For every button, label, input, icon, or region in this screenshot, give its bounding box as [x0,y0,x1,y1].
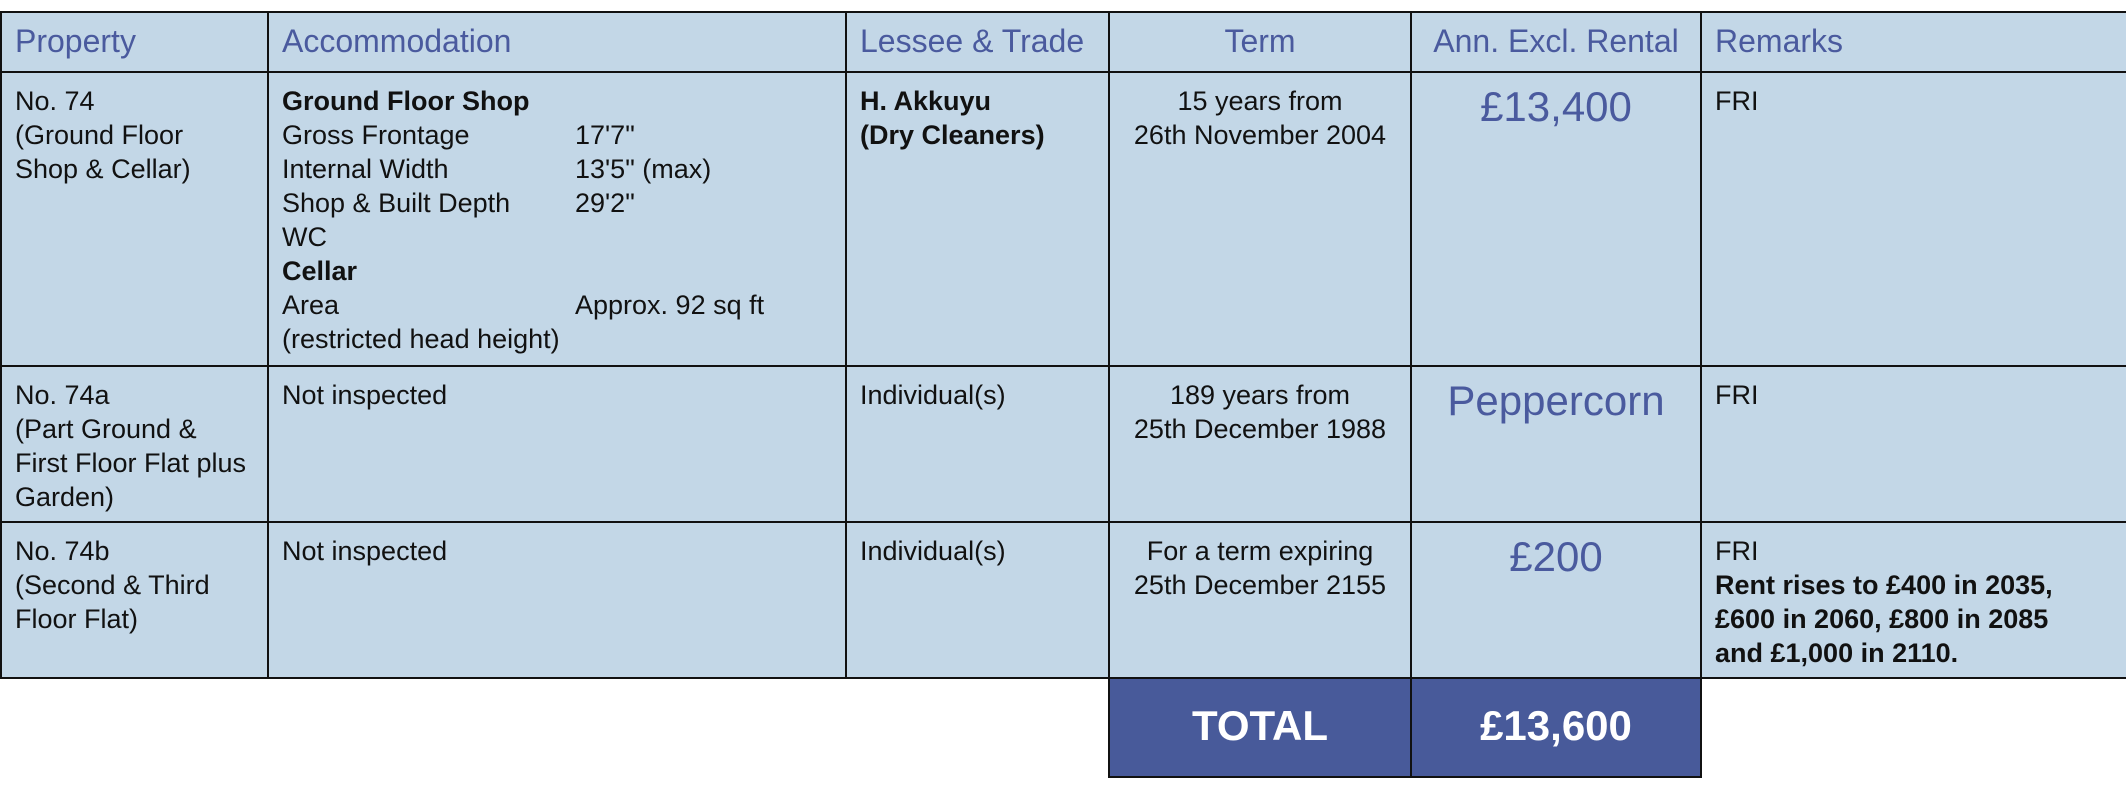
term-line: 15 years from [1177,86,1343,116]
header-text: Lessee & Trade [860,23,1085,59]
accommodation-list: Not inspected [282,378,832,412]
accommodation-label: Shop & Built Depth [282,188,511,218]
accommodation-label: Gross Frontage [282,120,470,150]
property-line: No. 74b [15,536,110,566]
column-header: Property [0,11,269,73]
accommodation-cell: Not inspected [267,521,847,679]
header-text: Term [1224,23,1296,59]
rental-value: Peppercorn [1447,377,1665,424]
accommodation-list: Ground Floor Shop Gross Frontage 17'7" Inte… [282,84,832,356]
header-text: Ann. Excl. Rental [1433,23,1679,59]
total-value-cell: £13,600 [1410,677,1702,778]
lessee-cell: H. Akkuyu (Dry Cleaners) [845,71,1110,367]
property-line: Garden) [15,482,115,512]
remarks-note: Rent rises to £400 in 2035, [1715,570,2053,600]
rental-value: £200 [1509,533,1603,580]
accommodation-list: Not inspected [282,534,832,568]
term-line: 26th November 2004 [1133,120,1387,150]
accommodation-label: Internal Width [282,154,449,184]
total-value: £13,600 [1480,702,1632,749]
term-cell: For a term expiring 25th December 2155 [1108,521,1412,679]
property-line: First Floor Flat plus [15,448,247,478]
remarks-cell: FRI Rent rises to £400 in 2035, £600 in 20… [1700,521,2126,679]
term-line: 25th December 2155 [1133,570,1387,600]
property-line: (Part Ground & [15,414,197,444]
accommodation-label: Not inspected [282,380,448,410]
accommodation-label: (restricted head height) [282,324,560,354]
property-line: No. 74a [15,380,110,410]
property-line: Floor Flat) [15,604,139,634]
accommodation-label: WC [282,222,327,252]
column-header: Lessee & Trade [845,11,1110,73]
property-line: (Ground Floor [15,120,184,150]
lessee-line: Individual(s) [860,380,1006,410]
accommodation-value: 29'2" [575,188,635,218]
lessee-line: Individual(s) [860,536,1006,566]
accommodation-heading: Cellar [282,256,358,286]
term-line: 25th December 1988 [1133,414,1387,444]
rental-cell: £200 [1410,521,1702,679]
remarks-line: FRI [1715,380,1759,410]
term-line: For a term expiring [1146,536,1374,566]
term-line: 189 years from [1169,380,1351,410]
property-cell: No. 74 (Ground Floor Shop & Cellar) [0,71,269,367]
lessee-line: (Dry Cleaners) [860,120,1045,150]
accommodation-label: Not inspected [282,536,448,566]
header-text: Property [15,23,136,59]
accommodation-value: 13'5" (max) [575,154,712,184]
accommodation-label: Area [282,290,340,320]
remarks-note: £600 in 2060, £800 in 2085 [1715,604,2049,634]
total-label: TOTAL [1191,702,1329,749]
accommodation-value: Approx. 92 sq ft [575,290,765,320]
remarks-note: and £1,000 in 2110. [1715,638,1959,668]
column-header: Remarks [1700,11,2126,73]
accommodation-cell: Ground Floor Shop Gross Frontage 17'7" Inte… [267,71,847,367]
rental-cell: £13,400 [1410,71,1702,367]
remarks-cell: FRI [1700,71,2126,367]
accommodation-heading: Ground Floor Shop [282,86,530,116]
column-header: Accommodation [267,11,847,73]
column-header: Ann. Excl. Rental [1410,11,1702,73]
column-header: Term [1108,11,1412,73]
property-cell: No. 74b (Second & Third Floor Flat) [0,521,269,679]
property-line: No. 74 [15,86,95,116]
property-line: Shop & Cellar) [15,154,191,184]
lessee-cell: Individual(s) [845,521,1110,679]
term-cell: 15 years from 26th November 2004 [1108,71,1412,367]
remarks-line: FRI [1715,86,1759,116]
rental-cell: Peppercorn [1410,365,1702,523]
accommodation-cell: Not inspected [267,365,847,523]
property-cell: No. 74a (Part Ground & First Floor Flat pl… [0,365,269,523]
accommodation-value: 17'7" [575,120,635,150]
total-label-cell: TOTAL [1108,677,1412,778]
lessee-cell: Individual(s) [845,365,1110,523]
lessee-line: H. Akkuyu [860,86,992,116]
header-text: Accommodation [282,23,512,59]
term-cell: 189 years from 25th December 1988 [1108,365,1412,523]
property-line: (Second & Third [15,570,210,600]
header-text: Remarks [1715,23,1844,59]
rental-value: £13,400 [1480,83,1632,130]
remarks-line: FRI [1715,536,1759,566]
remarks-cell: FRI [1700,365,2126,523]
